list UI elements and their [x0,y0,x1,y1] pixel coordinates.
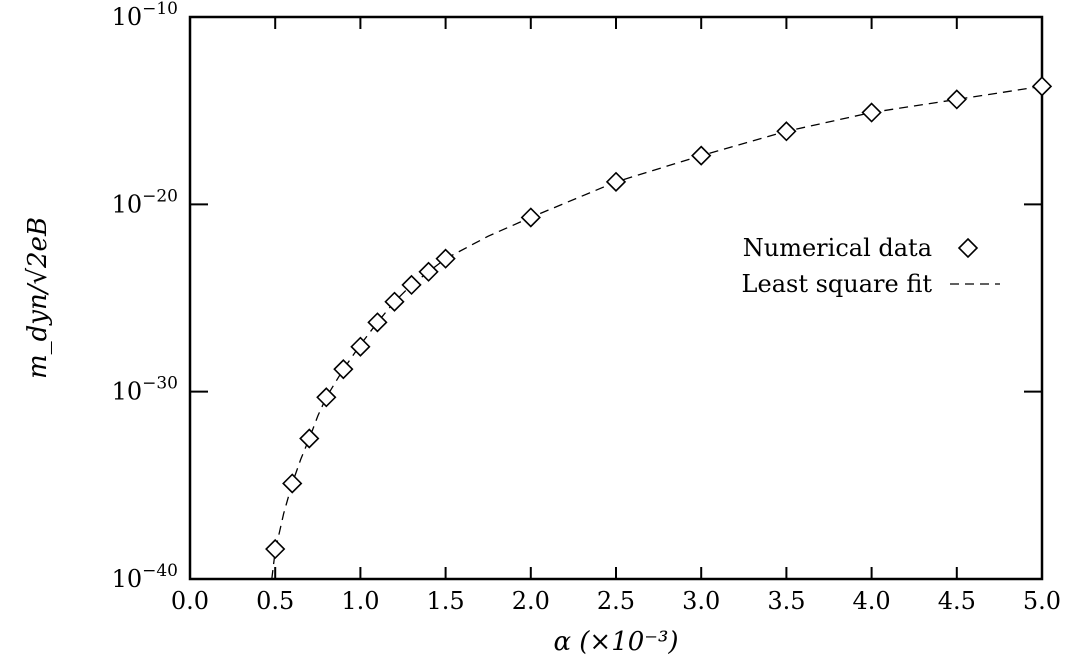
legend: Numerical data Least square fit [742,234,1000,298]
x-tick-label: 2.0 [512,587,550,615]
data-point [401,274,422,296]
legend-label-least-square-fit: Least square fit [742,270,933,298]
x-tick-label: 4.0 [853,587,891,615]
data-point [384,291,405,312]
x-tick-label: 3.0 [682,587,720,615]
data-point [282,473,303,494]
data-point [316,387,337,408]
y-tick-label-exponent: −30 [142,374,178,394]
y-tick-label: 10−30 [112,374,178,406]
data-point [776,121,797,142]
y-tick-label-base: 10 [112,3,143,31]
data-point [946,89,967,110]
x-tick-label: 0.5 [256,587,294,615]
data-point [350,336,371,357]
x-tick-labels: 0.0 0.5 1.0 1.5 2.0 2.5 3.0 3.5 4.0 4.5 5.0 [171,587,1061,615]
x-tick-label: 0.0 [171,587,209,615]
x-tick-label: 1.5 [427,587,465,615]
data-point [367,312,388,333]
y-tick-label-base: 10 [112,190,143,218]
data-point [418,261,439,282]
x-tick-label: 4.5 [938,587,976,615]
x-axis-label: α (×10⁻³) [553,627,678,657]
data-point [299,428,320,449]
y-tick-label-base: 10 [112,378,143,406]
axis-ticks [189,16,1043,580]
plot-frame [188,15,1044,581]
data-point [520,207,541,228]
x-tick-label: 3.5 [767,587,805,615]
data-point [333,359,354,380]
y-tick-label-exponent: −40 [142,561,178,581]
data-point [265,538,286,560]
x-tick-label: 5.0 [1023,587,1061,615]
data-point [605,171,627,192]
x-tick-label: 2.5 [597,587,635,615]
y-axis-label: m_dyn/√2eB [23,217,53,379]
legend-label-numerical-data: Numerical data [743,234,932,262]
data-point [861,102,882,123]
least-square-fit-line [271,85,1043,580]
y-tick-label-base: 10 [112,565,143,593]
x-tick-label: 1.0 [341,587,379,615]
data-point [435,248,456,269]
y-tick-label-exponent: −10 [142,0,178,19]
plot-area [188,15,1053,581]
y-tick-label: 10−40 [112,561,178,593]
y-tick-label: 10−10 [112,0,178,31]
legend-marker-diamond [957,237,979,259]
data-point [691,145,712,166]
numerical-data-markers [265,76,1053,560]
y-tick-label: 10−20 [112,186,178,218]
data-point [1031,76,1053,97]
y-tick-label-exponent: −20 [142,186,178,206]
